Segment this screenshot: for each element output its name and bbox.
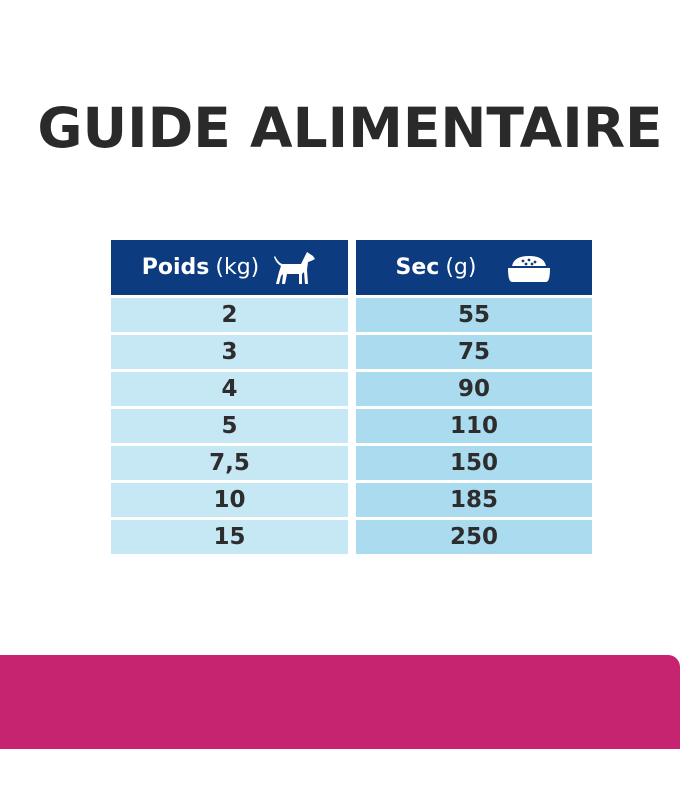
header-weight-unit: (kg) [215,255,260,280]
header-dry-label: Sec [395,255,440,280]
page-title: GUIDE ALIMENTAIRE [37,96,663,160]
dog-icon [273,250,317,286]
weight-cell: 7,5 [111,446,348,480]
weight-cell: 2 [111,298,348,332]
weight-cell: 3 [111,335,348,369]
weight-cell: 4 [111,372,348,406]
weight-cell: 10 [111,483,348,517]
dry-food-cell: 150 [356,446,592,480]
weight-cell: 5 [111,409,348,443]
weight-cell: 15 [111,520,348,554]
header-dry: Sec (g) [356,240,592,295]
dry-food-cell: 250 [356,520,592,554]
bottom-banner [0,655,680,749]
food-bowl-icon [506,252,552,284]
header-weight: Poids (kg) [111,240,348,295]
dry-food-cell: 75 [356,335,592,369]
header-weight-label: Poids [141,255,210,280]
header-dry-unit: (g) [445,255,477,280]
dry-food-cell: 90 [356,372,592,406]
dry-food-cell: 55 [356,298,592,332]
dry-food-cell: 185 [356,483,592,517]
dry-food-cell: 110 [356,409,592,443]
